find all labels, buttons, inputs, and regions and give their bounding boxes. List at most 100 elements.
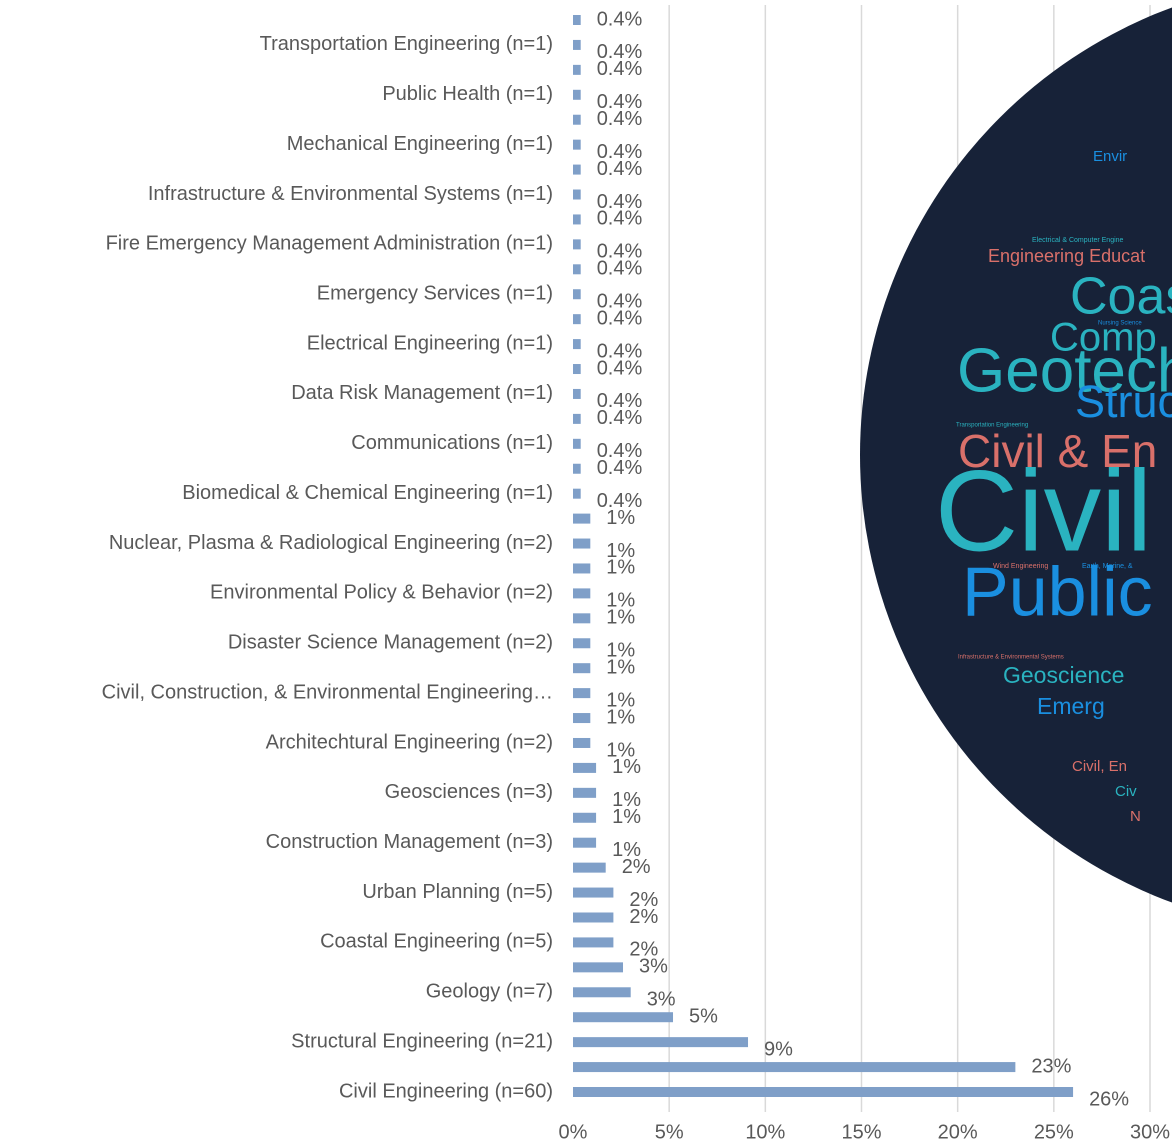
bar — [573, 812, 597, 823]
bar — [573, 987, 631, 998]
x-tick-label: 5% — [655, 1121, 684, 1143]
value-label: 1% — [606, 640, 635, 662]
bar — [573, 937, 614, 948]
y-tick-label: Public Health (n=1) — [382, 83, 553, 105]
value-label: 1% — [606, 739, 635, 761]
value-label: 0.4% — [597, 490, 643, 512]
word: Transportation Engineering — [956, 423, 1028, 429]
word: Comp — [1050, 316, 1157, 360]
word: Struc — [1075, 376, 1172, 427]
value-label: 23% — [1031, 1055, 1071, 1077]
bar — [573, 588, 591, 599]
value-label: 0.4% — [597, 307, 643, 329]
value-label: 0.4% — [597, 8, 643, 30]
y-tick-label: Disaster Science Management (n=2) — [228, 632, 553, 654]
bar — [573, 1037, 749, 1048]
bar — [573, 563, 591, 574]
y-tick-label: Fire Emergency Management Administration… — [106, 233, 553, 255]
bar — [573, 438, 581, 449]
y-tick-label: Biomedical & Chemical Engineering (n=1) — [182, 482, 553, 504]
bar — [573, 1087, 1074, 1097]
value-label: 2% — [629, 939, 658, 961]
word: Geoscience — [1003, 662, 1124, 688]
bar — [573, 64, 581, 75]
value-label: 1% — [606, 507, 635, 529]
word: Nursing Science — [1098, 321, 1142, 327]
bar — [573, 1062, 1016, 1073]
y-tick-label: Geology (n=7) — [426, 981, 553, 1003]
value-label: 2% — [622, 856, 651, 878]
value-label: 1% — [606, 706, 635, 728]
word: Civil & En — [958, 425, 1157, 477]
y-tick-label: Construction Management (n=3) — [266, 831, 553, 853]
y-tick-label: Coastal Engineering (n=5) — [320, 931, 553, 953]
value-label: 0.4% — [597, 440, 643, 462]
bar — [573, 663, 591, 674]
y-tick-label: Geosciences (n=3) — [385, 781, 553, 803]
value-label: 1% — [612, 756, 641, 778]
y-tick-label: Architechtural Engineering (n=2) — [266, 731, 553, 753]
value-label: 0.4% — [597, 58, 643, 80]
bar — [573, 89, 581, 100]
word: N — [1130, 808, 1141, 825]
word: Wind Engineering — [993, 563, 1048, 570]
value-label: 0.4% — [597, 191, 643, 213]
word: Infrastructure & Environmental Systems — [958, 655, 1064, 661]
y-tick-label: Structural Engineering (n=21) — [291, 1030, 553, 1052]
value-label: 0.4% — [597, 291, 643, 313]
value-label: 9% — [764, 1038, 793, 1060]
x-tick-label: 15% — [841, 1121, 881, 1143]
y-tick-label: Civil, Construction, & Environmental Eng… — [102, 681, 553, 703]
value-label: 0.4% — [597, 357, 643, 379]
word: Electrical & Computer Engine — [1032, 237, 1124, 244]
bar — [573, 364, 581, 375]
bar — [573, 488, 581, 499]
value-label: 0.4% — [597, 108, 643, 130]
bar — [573, 762, 597, 773]
word: Engineering Educat — [988, 246, 1145, 266]
value-label: 0.4% — [597, 158, 643, 180]
value-label: 1% — [612, 806, 641, 828]
x-tick-label: 0% — [559, 1121, 588, 1143]
y-tick-label: Electrical Engineering (n=1) — [307, 332, 553, 354]
bar — [573, 638, 591, 649]
value-label: 0.4% — [597, 41, 643, 63]
bar — [573, 613, 591, 624]
bar — [573, 538, 591, 549]
bar — [573, 1012, 674, 1023]
y-tick-label: Civil Engineering (n=60) — [339, 1080, 553, 1102]
x-tick-label: 20% — [938, 1121, 978, 1143]
bar — [573, 264, 581, 275]
y-tick-label: Transportation Engineering (n=1) — [260, 33, 553, 55]
word: Emerg — [1037, 693, 1105, 719]
y-tick-label: Urban Planning (n=5) — [362, 881, 553, 903]
value-label: 5% — [689, 1005, 718, 1027]
bar — [573, 962, 624, 973]
word-cloud-background — [860, 7, 1172, 903]
word: Coas — [1070, 268, 1172, 326]
y-tick-label: Emergency Services (n=1) — [317, 283, 553, 305]
value-label: 0.4% — [597, 91, 643, 113]
bar — [573, 15, 581, 25]
value-label: 1% — [612, 789, 641, 811]
value-label: 1% — [606, 689, 635, 711]
bar — [573, 289, 581, 300]
bar — [573, 463, 581, 474]
bar — [573, 114, 581, 125]
bar — [573, 787, 597, 798]
bar — [573, 164, 581, 175]
bar — [573, 887, 614, 898]
word: Civil, En — [1072, 758, 1127, 775]
value-label: 1% — [606, 557, 635, 579]
y-tick-label: Infrastructure & Environmental Systems (… — [148, 183, 553, 205]
y-tick-label: Data Risk Management (n=1) — [291, 382, 553, 404]
value-label: 1% — [606, 540, 635, 562]
bar — [573, 837, 597, 848]
bar — [573, 239, 581, 250]
x-tick-label: 30% — [1130, 1121, 1170, 1143]
value-label: 0.4% — [597, 208, 643, 230]
x-tick-label: 10% — [745, 1121, 785, 1143]
word: Geotech — [957, 336, 1172, 405]
